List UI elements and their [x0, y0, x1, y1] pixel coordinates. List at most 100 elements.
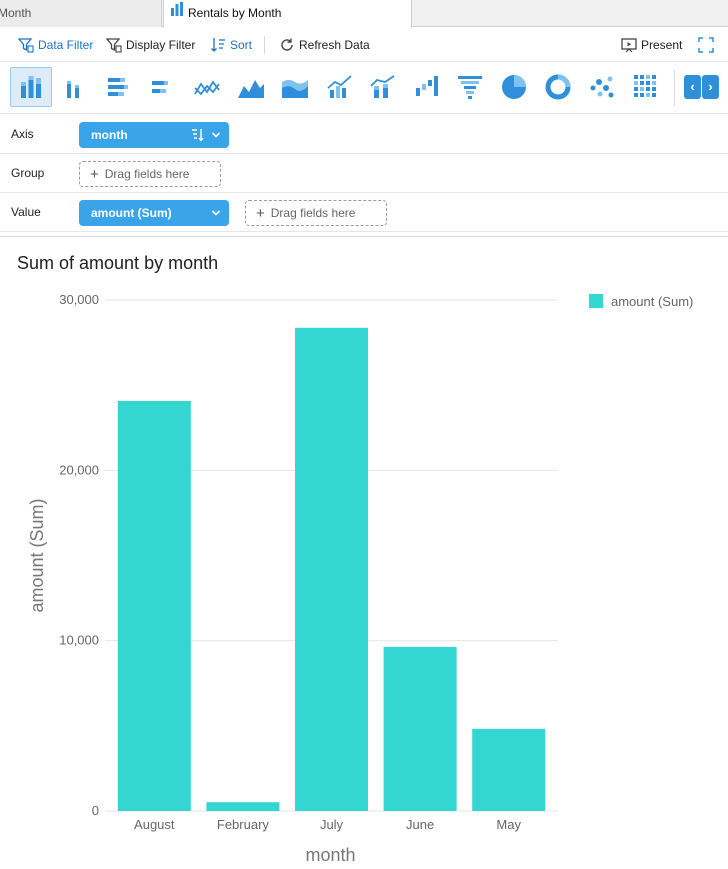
refresh-icon [281, 38, 293, 51]
column-chart-button[interactable] [53, 67, 95, 107]
x-tick-label: June [406, 817, 434, 832]
fullscreen-icon [698, 37, 714, 53]
value-field-name: amount (Sum) [91, 206, 172, 220]
line-icon [194, 80, 220, 96]
heatmap-chart-button[interactable] [625, 67, 667, 107]
pie-icon [502, 75, 526, 99]
chart-panel: Sum of amount by month 0 10,000 20,000 30,0… [0, 236, 728, 869]
refresh-label: Refresh Data [299, 38, 370, 52]
value-field-pill[interactable]: amount (Sum) [79, 200, 229, 226]
value-row: Value amount (Sum) + Drag fields here [0, 193, 728, 232]
value-placeholder: Drag fields here [270, 206, 356, 220]
line-chart-button[interactable] [186, 67, 228, 107]
y-tick-label: 10,000 [59, 633, 99, 648]
combo-chart-button[interactable] [361, 67, 403, 107]
present-label: Present [641, 38, 683, 52]
tab-rentals-by-month[interactable]: Rentals by Month [163, 0, 412, 28]
area-chart-button[interactable] [230, 67, 272, 107]
group-label: Group [11, 166, 45, 180]
stacked-area-chart-button[interactable] [274, 67, 316, 107]
chevron-right-icon: › [708, 79, 713, 94]
axis-label: Axis [11, 127, 34, 141]
bar-may[interactable] [472, 728, 546, 811]
sort-button[interactable]: Sort [210, 36, 252, 54]
display-filter-label: Display Filter [126, 38, 196, 52]
legend-label: amount (Sum) [611, 294, 694, 309]
toolbar: Data Filter Display Filter Sort Refresh … [0, 28, 728, 62]
bar-june[interactable] [383, 646, 457, 811]
present-button[interactable]: Present [621, 36, 682, 54]
chevron-down-icon[interactable] [211, 130, 221, 140]
x-axis-title: month [305, 845, 355, 865]
area-icon [238, 80, 264, 98]
x-tick-label: May [496, 817, 521, 832]
value-drop-zone[interactable]: + Drag fields here [245, 200, 387, 226]
chart-types-prev-button[interactable]: ‹ [684, 75, 701, 99]
axis-field-pill[interactable]: month [79, 122, 229, 148]
chart-legend[interactable]: amount (Sum) [589, 294, 693, 309]
axis-field-name: month [91, 128, 128, 142]
tab-month[interactable]: Month [0, 0, 162, 27]
data-filter-icon [17, 38, 34, 53]
scatter-chart-button[interactable] [581, 67, 623, 107]
donut-chart-button[interactable] [537, 67, 579, 107]
funnel-chart-button[interactable] [449, 67, 491, 107]
y-tick-label: 20,000 [59, 462, 99, 477]
stacked-column-icon [21, 76, 41, 98]
waterfall-icon [416, 76, 438, 96]
tab-strip: Month Rentals by Month [0, 0, 728, 28]
bar-february[interactable] [206, 802, 280, 811]
chart-type-selector: ‹ › [0, 62, 728, 114]
x-tick-label: August [134, 817, 175, 832]
column-icon [67, 81, 79, 98]
line-column-chart-button[interactable] [318, 67, 360, 107]
bar-august[interactable] [117, 401, 191, 811]
refresh-data-button[interactable]: Refresh Data [279, 36, 370, 54]
bar-chart-icon [170, 0, 184, 26]
axis-row: Axis month [0, 115, 728, 154]
pie-chart-button[interactable] [493, 67, 535, 107]
combo-column-line-icon [370, 75, 395, 98]
legend-swatch [589, 294, 603, 308]
y-axis-title: amount (Sum) [27, 498, 47, 612]
toolbar-divider [264, 36, 265, 54]
chevron-down-icon[interactable] [211, 208, 221, 218]
stacked-area-icon [282, 80, 308, 98]
stacked-column-chart-button[interactable] [10, 67, 52, 107]
group-drop-zone[interactable]: + Drag fields here [79, 161, 221, 187]
tab-label: Rentals by Month [188, 6, 282, 20]
chevron-left-icon: ‹ [690, 79, 695, 94]
sort-icon [211, 37, 225, 52]
plus-icon: + [90, 166, 99, 183]
sort-descending-icon[interactable] [191, 128, 207, 142]
bar-july[interactable] [295, 327, 368, 811]
funnel-icon [458, 76, 482, 99]
x-tick-label: February [217, 817, 270, 832]
sort-label: Sort [230, 38, 253, 52]
data-filter-button[interactable]: Data Filter [17, 36, 94, 54]
display-filter-icon [105, 38, 122, 53]
chart-types-next-button[interactable]: › [702, 75, 719, 99]
display-filter-button[interactable]: Display Filter [105, 36, 196, 54]
line-column-icon [327, 75, 352, 98]
x-tick-label: July [320, 817, 344, 832]
chart-title: Sum of amount by month [17, 253, 219, 273]
chart-type-divider [674, 70, 675, 106]
heatmap-icon [634, 75, 656, 97]
scatter-icon [590, 76, 614, 98]
y-tick-label: 0 [92, 803, 99, 818]
bar-chart-button[interactable] [140, 67, 182, 107]
group-row: Group + Drag fields here [0, 154, 728, 193]
group-placeholder: Drag fields here [104, 167, 190, 181]
stacked-bar-chart-button[interactable] [97, 67, 139, 107]
waterfall-chart-button[interactable] [405, 67, 447, 107]
bar-icon [152, 81, 168, 93]
donut-icon [545, 74, 571, 100]
fullscreen-button[interactable] [698, 36, 718, 54]
plus-icon: + [256, 205, 265, 222]
y-tick-label: 30,000 [59, 292, 99, 307]
data-filter-label: Data Filter [38, 38, 94, 52]
present-icon [621, 38, 637, 53]
value-label: Value [11, 205, 41, 219]
bar-chart: 0 10,000 20,000 30,000 August February July Jun… [27, 292, 558, 865]
